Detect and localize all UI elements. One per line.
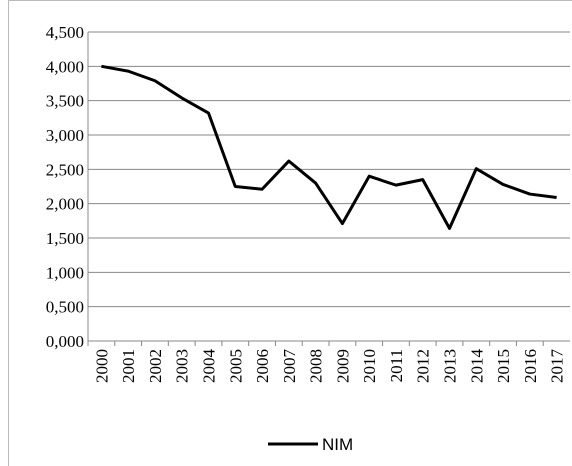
x-tick-label: 2000 xyxy=(92,349,111,383)
x-tick-label: 2017 xyxy=(548,349,567,384)
x-tick-label: 2009 xyxy=(333,349,352,383)
x-tick-label: 2006 xyxy=(253,349,272,383)
x-tick-label: 2010 xyxy=(360,349,379,383)
x-tick-label: 2011 xyxy=(387,349,406,382)
x-tick-label: 2004 xyxy=(200,349,219,384)
y-tick-label: 4,000 xyxy=(46,57,84,76)
x-tick-label: 2003 xyxy=(173,349,192,383)
x-tick-label: 2012 xyxy=(414,349,433,383)
data-line xyxy=(101,64,557,230)
chart-border xyxy=(8,0,572,466)
x-tick-label: 2015 xyxy=(494,349,513,383)
y-tick-label: 4,500 xyxy=(46,23,84,42)
y-tick-label: 3,500 xyxy=(46,92,84,111)
x-tick-label: 2008 xyxy=(307,349,326,383)
x-tick-label: 2007 xyxy=(280,349,299,384)
y-tick-label: 3,000 xyxy=(46,126,84,145)
x-tick-label: 2001 xyxy=(119,349,138,383)
y-tick-label: 0,000 xyxy=(46,332,84,351)
x-tick-label: 2013 xyxy=(441,349,460,383)
y-tick-label: 2,000 xyxy=(46,195,84,214)
y-tick-label: 1,000 xyxy=(46,263,84,282)
x-tick-label: 2014 xyxy=(467,349,486,384)
y-tick-label: 2,500 xyxy=(46,160,84,179)
y-tick-label: 1,500 xyxy=(46,229,84,248)
x-tick-label: 2016 xyxy=(521,349,540,383)
x-tick-label: 2005 xyxy=(226,349,245,383)
y-tick-label: 0,500 xyxy=(46,298,84,317)
legend-label: NIM xyxy=(322,435,353,454)
x-tick-label: 2002 xyxy=(146,349,165,383)
